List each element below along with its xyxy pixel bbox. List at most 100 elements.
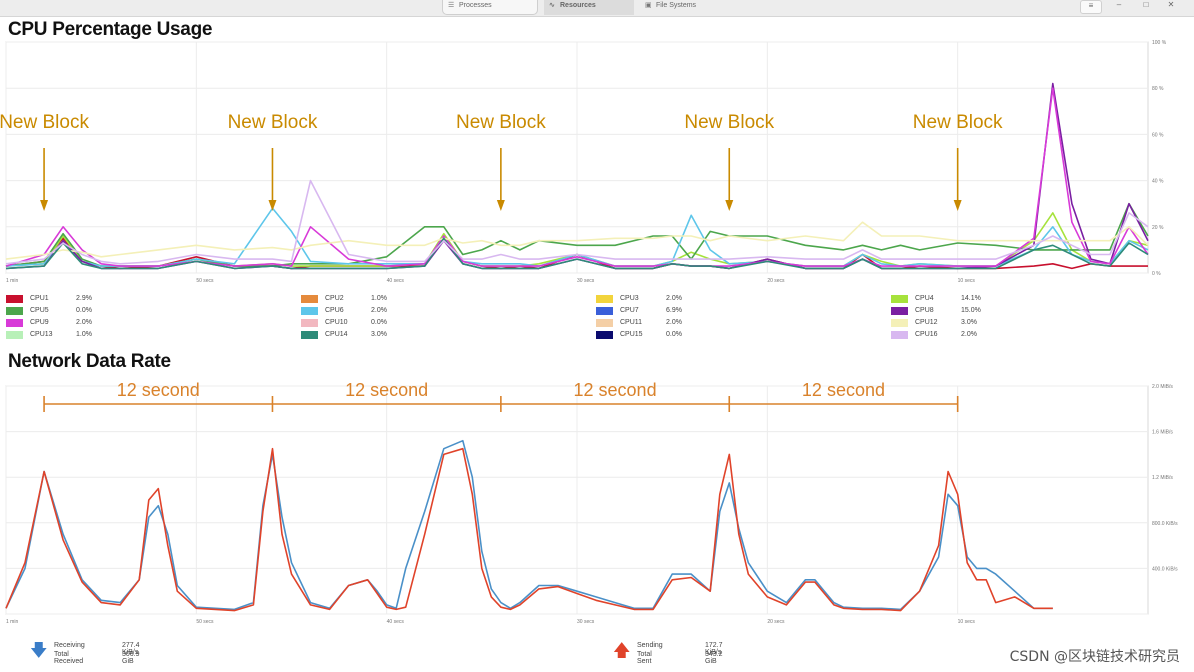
legend-value: 2.9%	[76, 295, 92, 302]
legend-value: 2.0%	[666, 319, 682, 326]
cpu-usage-chart: 0 % 20 % 40 % 60 % 80 % 100 % 1 min 50 secs 40 s…	[0, 40, 1167, 284]
x-tick-label: 1 min	[6, 278, 18, 284]
x-tick-label: 10 secs	[958, 619, 976, 625]
disk-icon: ▣	[645, 2, 652, 9]
tab-label: Resources	[560, 2, 596, 9]
legend-name: CPU12	[915, 319, 938, 326]
minimize-button[interactable]: –	[1109, 0, 1129, 12]
series-line-cpu16	[5, 179, 1149, 265]
legend-swatch[interactable]	[596, 295, 613, 303]
legend-swatch[interactable]	[301, 307, 318, 315]
y-tick-label: 1.6 MiB/s	[1152, 430, 1173, 436]
legend-swatch[interactable]	[891, 307, 908, 315]
new-block-label: New Block	[456, 112, 546, 133]
menu-button[interactable]: ≡	[1080, 0, 1102, 14]
total-sent-value: 343.2 GiB	[705, 651, 723, 665]
top-toolbar: ☰ Processes ∿ Resources ▣ File Systems ≡…	[0, 0, 1194, 17]
legend-swatch[interactable]	[596, 319, 613, 327]
legend-name: CPU6	[325, 307, 344, 314]
network-section-title: Network Data Rate	[8, 351, 171, 372]
legend-name: CPU16	[915, 331, 938, 338]
legend-swatch[interactable]	[301, 331, 318, 339]
legend-value: 14.1%	[961, 295, 981, 302]
chart-icon: ∿	[549, 2, 555, 9]
legend-value: 3.0%	[371, 331, 387, 338]
sending-label: Sending	[637, 642, 663, 649]
legend-swatch[interactable]	[301, 295, 318, 303]
maximize-button[interactable]: □	[1136, 0, 1156, 12]
y-tick-label: 20 %	[1152, 225, 1164, 231]
x-tick-label: 30 secs	[577, 619, 595, 625]
arrow-up-icon: 🡅	[613, 641, 631, 660]
cpu-legend: CPU1 2.9% CPU2 1.0% CPU3 2.0% CPU4 14.1% CPU5 0.0…	[0, 294, 1194, 342]
tab-label: Processes	[459, 2, 492, 9]
y-tick-label: 400.0 KiB/s	[1152, 566, 1178, 572]
new-block-arrow-head	[40, 200, 49, 211]
x-tick-label: 40 secs	[387, 278, 405, 284]
series-line-receiving	[5, 439, 1053, 611]
legend-swatch[interactable]	[301, 319, 318, 327]
watermark: CSDN @区块链技术研究员	[1009, 649, 1180, 665]
x-tick-label: 20 secs	[767, 619, 785, 625]
y-tick-label: 2.0 MiB/s	[1152, 384, 1173, 390]
x-tick-label: 50 secs	[196, 278, 214, 284]
legend-name: CPU7	[620, 307, 639, 314]
legend-value: 0.0%	[371, 319, 387, 326]
x-tick-label: 20 secs	[767, 278, 785, 284]
legend-name: CPU5	[30, 307, 49, 314]
legend-name: CPU3	[620, 295, 639, 302]
legend-name: CPU2	[325, 295, 344, 302]
total-sent-label: Total Sent	[637, 651, 652, 665]
legend-name: CPU14	[325, 331, 348, 338]
legend-value: 2.0%	[666, 295, 682, 302]
series-line-cpu12	[5, 221, 1149, 260]
legend-value: 3.0%	[961, 319, 977, 326]
close-icon: ✕	[1167, 0, 1175, 9]
x-tick-label: 40 secs	[387, 619, 405, 625]
y-tick-label: 1.2 MiB/s	[1152, 475, 1173, 481]
close-button[interactable]: ✕	[1161, 0, 1181, 12]
legend-swatch[interactable]	[596, 331, 613, 339]
x-tick-label: 1 min	[6, 619, 18, 625]
legend-swatch[interactable]	[6, 319, 23, 327]
legend-swatch[interactable]	[891, 319, 908, 327]
x-tick-label: 50 secs	[196, 619, 214, 625]
legend-value: 0.0%	[76, 307, 92, 314]
tab-label: File Systems	[656, 2, 697, 9]
sending-value: 172.7 KiB/s	[705, 642, 723, 656]
new-block-label: New Block	[684, 112, 774, 133]
tab-resources[interactable]: ∿ Resources	[544, 0, 634, 15]
legend-value: 15.0%	[961, 307, 981, 314]
x-tick-label: 30 secs	[577, 278, 595, 284]
legend-swatch[interactable]	[891, 295, 908, 303]
legend-name: CPU9	[30, 319, 49, 326]
minimize-icon: –	[1116, 0, 1122, 9]
new-block-label: New Block	[913, 112, 1003, 133]
legend-name: CPU13	[30, 331, 53, 338]
legend-swatch[interactable]	[6, 307, 23, 315]
new-block-arrow-head	[268, 200, 277, 211]
interval-label: 12 second	[802, 380, 885, 400]
maximize-icon: □	[1143, 0, 1149, 9]
legend-swatch[interactable]	[596, 307, 613, 315]
legend-value: 1.0%	[76, 331, 92, 338]
series-line-cpu14	[5, 237, 1149, 270]
new-block-label: New Block	[228, 112, 318, 133]
legend-name: CPU11	[620, 319, 643, 326]
legend-swatch[interactable]	[6, 295, 23, 303]
legend-swatch[interactable]	[6, 331, 23, 339]
legend-swatch[interactable]	[891, 331, 908, 339]
tab-processes[interactable]: ☰ Processes	[442, 0, 538, 15]
tab-file-systems[interactable]: ▣ File Systems	[640, 0, 750, 15]
y-tick-label: 100 %	[1152, 40, 1167, 46]
legend-name: CPU10	[325, 319, 348, 326]
y-tick-label: 800.0 KiB/s	[1152, 521, 1178, 527]
interval-label: 12 second	[574, 380, 657, 400]
interval-label: 12 second	[345, 380, 428, 400]
y-tick-label: 40 %	[1152, 179, 1164, 185]
legend-value: 2.0%	[76, 319, 92, 326]
arrow-down-icon: 🡇	[30, 641, 48, 660]
legend-value: 6.9%	[666, 307, 682, 314]
legend-name: CPU15	[620, 331, 643, 338]
x-tick-label: 10 secs	[958, 278, 976, 284]
